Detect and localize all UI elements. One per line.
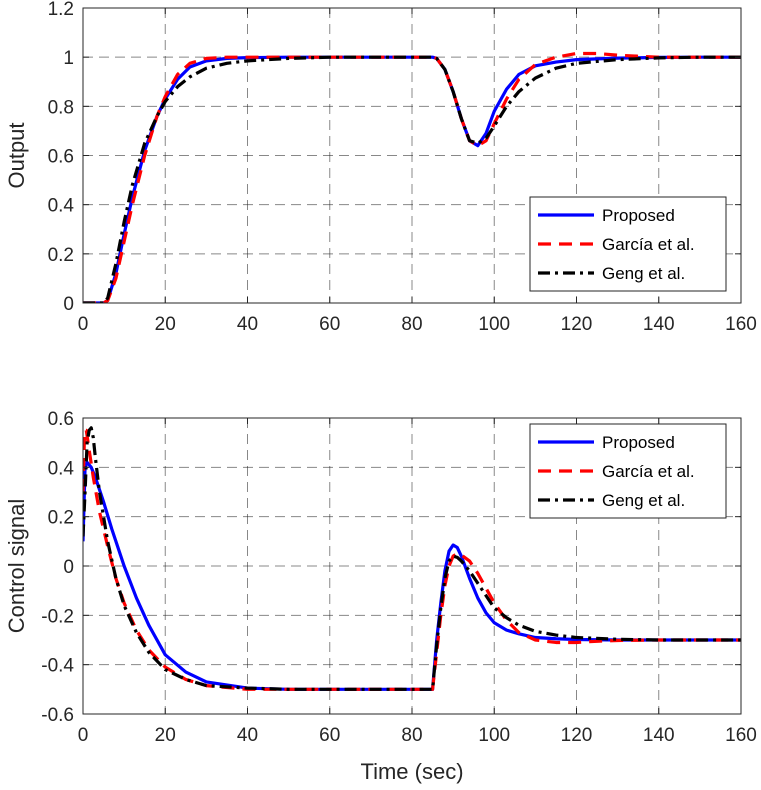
output-xtick-label: 80 <box>401 314 422 335</box>
control-xtick-label: 120 <box>561 725 593 746</box>
control-legend-label-geng-et-al: Geng et al. <box>602 491 685 510</box>
output-legend-label-geng-et-al: Geng et al. <box>602 264 685 283</box>
output-legend: Proposed García et al. Geng et al. <box>529 196 727 292</box>
control-ytick-label: 0.4 <box>48 458 75 479</box>
output-series-group <box>83 51 741 303</box>
control-ytick-label: 0 <box>63 557 74 578</box>
control-xtick-label: 140 <box>643 725 675 746</box>
output-ylabel: Output <box>4 122 29 188</box>
control-xtick-label: 80 <box>401 725 422 746</box>
control-xtick-label: 160 <box>725 725 757 746</box>
output-xtick-label: 160 <box>725 314 757 335</box>
output-legend-label-proposed: Proposed <box>602 206 675 225</box>
control-signal-plot: 0 20 40 60 80 100 120 140 160 -0.6 -0.4 -0.2 0 0.2 0.4… <box>4 409 757 784</box>
output-ytick-label: 0.6 <box>48 147 74 168</box>
output-series-geng-et-al <box>83 55 741 303</box>
control-ytick-label: -0.6 <box>41 705 74 726</box>
output-ytick-label: 1.2 <box>48 0 74 20</box>
output-xtick-label: 40 <box>237 314 258 335</box>
output-xtick-label: 100 <box>478 314 510 335</box>
output-xtick-label: 140 <box>643 314 675 335</box>
output-xtick-label: 120 <box>561 314 593 335</box>
control-series-geng-et-al <box>83 426 741 691</box>
output-ytick-label: 0.8 <box>48 97 74 118</box>
control-xtick-label: 20 <box>155 725 176 746</box>
output-xtick-label: 60 <box>319 314 340 335</box>
output-xtick-label: 0 <box>78 314 89 335</box>
control-ytick-label: 0.2 <box>48 508 74 529</box>
output-plot: 0 20 40 60 80 100 120 140 160 0 0.2 0.4 0.6 0.8 1 1.2 Ou… <box>4 0 757 335</box>
control-ytick-label: -0.2 <box>41 606 74 627</box>
control-ytick-label: 0.6 <box>48 409 74 430</box>
control-legend-label-proposed: Proposed <box>602 433 675 452</box>
control-xtick-label: 40 <box>237 725 258 746</box>
control-legend-label-garc-a-et-al: García et al. <box>602 462 695 481</box>
control-xlabel: Time (sec) <box>360 759 463 784</box>
output-ytick-label: 1 <box>63 48 74 69</box>
control-xtick-label: 0 <box>78 725 89 746</box>
control-xtick-label: 60 <box>319 725 340 746</box>
output-ytick-label: 0.4 <box>48 196 75 217</box>
output-xtick-label: 20 <box>155 314 176 335</box>
control-series-group <box>83 426 741 691</box>
control-legend: Proposed García et al. Geng et al. <box>529 423 727 519</box>
output-legend-label-garc-a-et-al: García et al. <box>602 235 695 254</box>
control-ylabel: Control signal <box>4 499 29 634</box>
control-xtick-label: 100 <box>478 725 510 746</box>
output-series-garc-a-et-al <box>83 51 741 303</box>
control-ytick-label: -0.4 <box>41 656 74 677</box>
output-ytick-label: 0 <box>63 294 74 315</box>
output-ytick-label: 0.2 <box>48 245 74 266</box>
